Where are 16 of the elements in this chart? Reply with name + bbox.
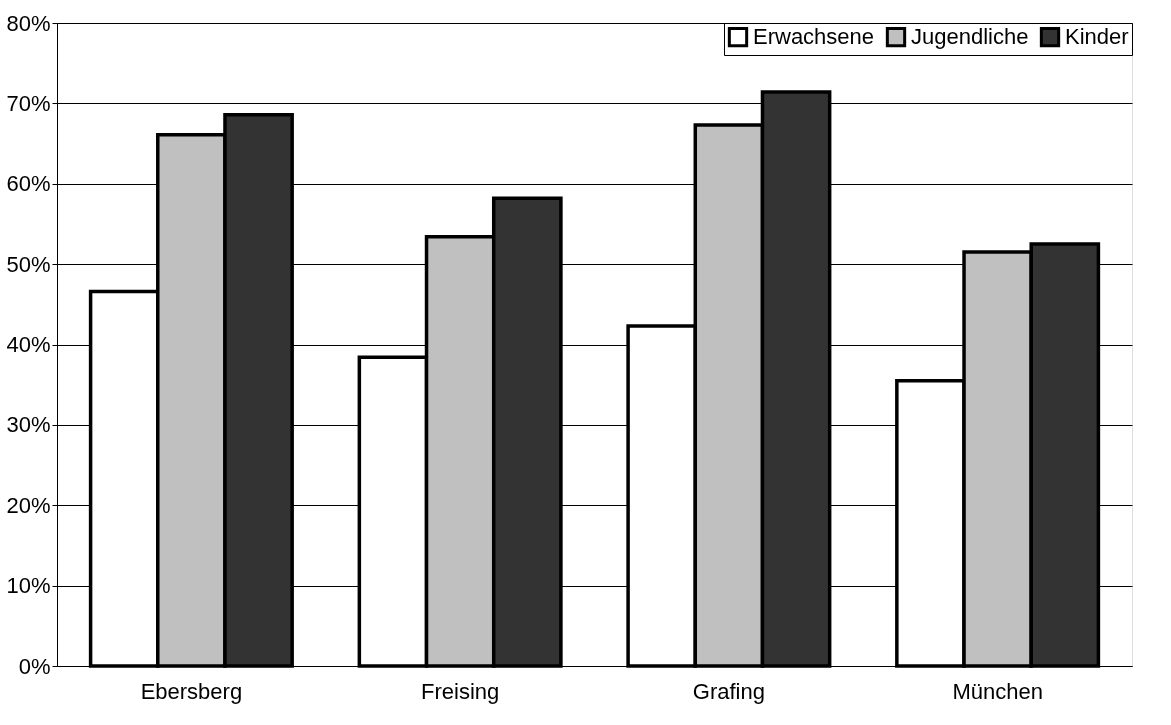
legend-label: Kinder [1065,24,1129,50]
legend-label: Jugendliche [911,24,1029,50]
legend-label: Erwachsene [753,24,875,50]
y-tick-label: 30% [6,412,51,438]
y-tick-label: 70% [6,90,51,116]
y-tick-label: 50% [6,251,51,277]
x-tick-label: Ebersberg [140,678,243,704]
x-tick-label: München [952,678,1043,704]
y-tick-label: 10% [6,573,51,599]
y-tick-label: 0% [18,653,51,679]
y-tick-label: 60% [6,171,51,197]
y-tick-label: 80% [6,10,51,36]
x-tick-label: Freising [421,678,500,704]
y-tick-label: 20% [6,492,51,518]
y-tick-label: 40% [6,332,51,357]
x-tick-label: Grafing [692,678,765,704]
